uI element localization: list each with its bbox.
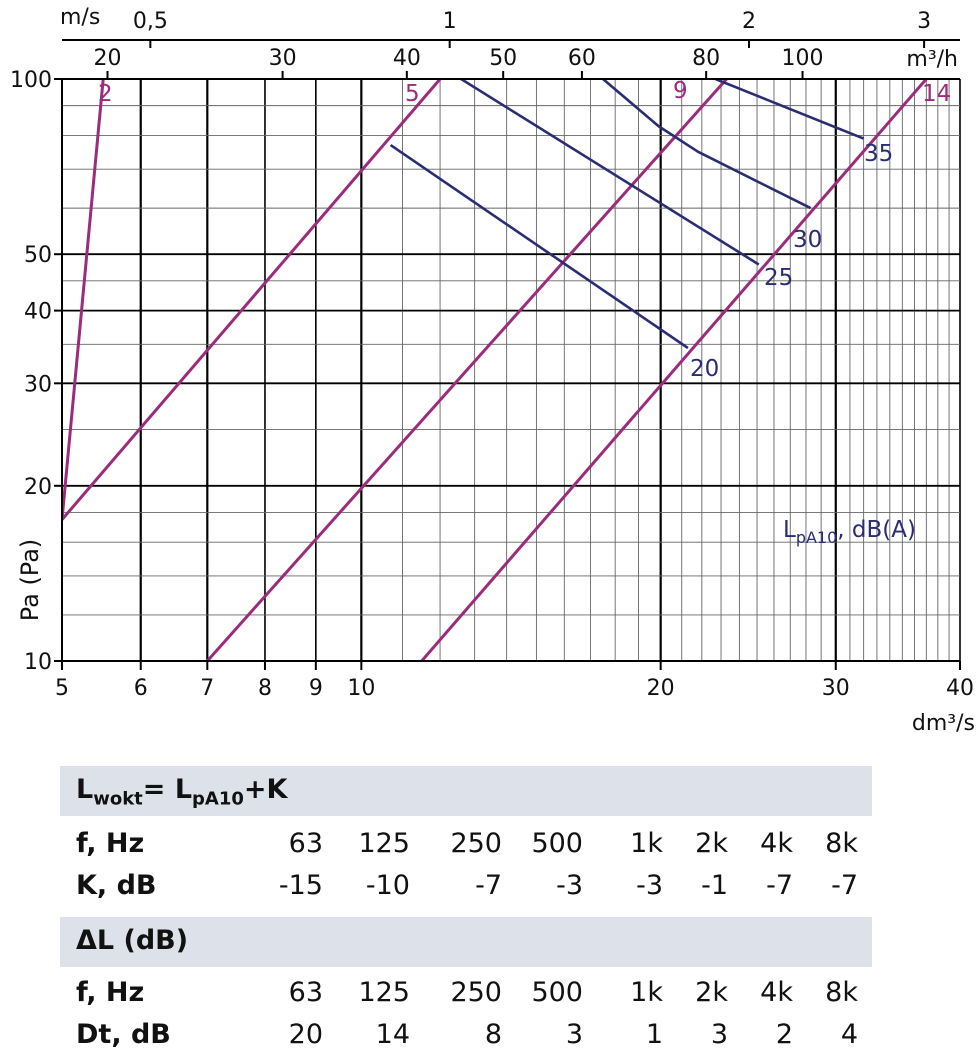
x-tick-label: 20: [647, 676, 675, 701]
velocity-axis-label: m/s: [60, 5, 100, 30]
frequency-cell: 125: [358, 977, 410, 1008]
magenta-line-9: [206, 79, 728, 661]
y-tick-label: 40: [24, 300, 52, 325]
frequency-cell: 63: [288, 828, 323, 859]
x-tick-label: 6: [134, 676, 148, 701]
chart-lines: [62, 79, 928, 661]
k-value-cell: -3: [636, 870, 663, 901]
x-tick-label: 9: [309, 676, 323, 701]
dt-value-cell: 14: [375, 1019, 410, 1050]
x-tick-label: 5: [55, 676, 69, 701]
dt-row: Dt, dB 20 14 8 3 1 3 2 4: [60, 1019, 872, 1059]
magenta-line-label: 9: [673, 78, 688, 104]
blue-line-label: 35: [864, 141, 893, 167]
magenta-line-label: 5: [405, 81, 420, 107]
blue-line-label: 30: [793, 227, 822, 253]
k-label: K, dB: [76, 870, 157, 901]
magenta-line-label: 14: [922, 81, 951, 107]
k-value-cell: -7: [766, 870, 793, 901]
k-value-cell: -3: [556, 870, 583, 901]
x-tick-label: 30: [822, 676, 850, 701]
flow-axis-label: m³/h: [906, 47, 958, 72]
velocity-tick-label: 3: [917, 9, 931, 34]
annotation-tail: , dB(A): [837, 517, 916, 543]
blue-line-35: [714, 79, 865, 140]
dt-value-cell: 3: [710, 1019, 728, 1050]
frequency-label: f, Hz: [76, 977, 145, 1008]
k-value-cell: -10: [365, 870, 410, 901]
y-tick-label: 50: [24, 243, 52, 268]
flow-tick-label: 50: [489, 46, 517, 71]
dt-value-cell: 20: [288, 1019, 323, 1050]
x-tick-label: 10: [347, 676, 375, 701]
k-value-cell: -7: [831, 870, 858, 901]
frequency-cell: 125: [358, 828, 410, 859]
dt-value-cell: 2: [775, 1019, 793, 1050]
blue-line-25: [460, 79, 760, 266]
magenta-line-14: [420, 79, 928, 661]
x-tick-label: 8: [258, 676, 272, 701]
frequency-cell: 1k: [630, 977, 663, 1008]
attenuation-band: ΔL (dB): [60, 917, 872, 967]
frequency-cell: 2k: [695, 977, 728, 1008]
flow-tick-label: 80: [692, 46, 720, 71]
frequency-cell: 250: [450, 828, 502, 859]
frequency-label: f, Hz: [76, 828, 145, 859]
flow-tick-label: 100: [782, 46, 824, 71]
magenta-line-5: [62, 79, 442, 521]
frequency-cell: 4k: [760, 828, 793, 859]
blue-line-30: [602, 79, 812, 210]
blue-line-label: 20: [690, 356, 719, 382]
dt-value-cell: 8: [484, 1019, 502, 1050]
y-axis-label: Pa (Pa): [16, 539, 44, 622]
flow-tick-label: 20: [93, 46, 121, 71]
frequency-cell: 500: [531, 828, 583, 859]
blue-line-20: [389, 144, 689, 350]
annotation-main: L: [783, 517, 796, 543]
k-value-cell: -15: [278, 870, 323, 901]
velocity-tick-label: 2: [742, 9, 756, 34]
frequency-cell: 8k: [825, 977, 858, 1008]
grid: [61, 78, 961, 662]
x-tick-label: 7: [200, 676, 214, 701]
frequency-cell: 2k: [695, 828, 728, 859]
flow-tick-label: 30: [269, 46, 297, 71]
flow-tick-label: 60: [568, 46, 596, 71]
velocity-tick-label: 1: [443, 9, 457, 34]
magenta-line-2: [62, 79, 105, 520]
frequency-cell: 1k: [630, 828, 663, 859]
y-tick-label: 100: [10, 68, 52, 93]
y-tick-label: 30: [24, 372, 52, 397]
frequency-row-1: f, Hz 63 125 250 500 1k 2k 4k 8k: [60, 828, 872, 868]
magenta-line-label: 2: [98, 81, 113, 107]
sound-level-annotation: LpA10, dB(A): [783, 517, 916, 547]
dt-value-cell: 1: [645, 1019, 663, 1050]
dt-value-cell: 3: [565, 1019, 583, 1050]
y-tick-label: 10: [24, 650, 52, 675]
attenuation-title: ΔL (dB): [76, 925, 189, 956]
frequency-cell: 4k: [760, 977, 793, 1008]
dt-label: Dt, dB: [76, 1019, 171, 1050]
dt-value-cell: 4: [840, 1019, 858, 1050]
axes: [54, 39, 961, 670]
y-tick-label: 20: [24, 475, 52, 500]
flow-tick-label: 40: [393, 46, 421, 71]
x-tick-label: 40: [946, 676, 974, 701]
k-value-cell: -7: [475, 870, 502, 901]
blue-line-label: 25: [764, 265, 793, 291]
sound-level-formula-band: Lwokt= LpA10+K: [60, 766, 872, 816]
k-correction-row: K, dB -15 -10 -7 -3 -3 -1 -7 -7: [60, 870, 872, 910]
frequency-row-2: f, Hz 63 125 250 500 1k 2k 4k 8k: [60, 977, 872, 1017]
k-value-cell: -1: [701, 870, 728, 901]
frequency-cell: 250: [450, 977, 502, 1008]
frequency-cell: 8k: [825, 828, 858, 859]
velocity-tick-label: 0,5: [133, 9, 168, 34]
x-axis-label: dm³/s: [912, 711, 975, 736]
annotation-sub: pA10: [796, 528, 837, 547]
frequency-cell: 500: [531, 977, 583, 1008]
frequency-cell: 63: [288, 977, 323, 1008]
sound-level-formula: Lwokt= LpA10+K: [76, 774, 288, 810]
